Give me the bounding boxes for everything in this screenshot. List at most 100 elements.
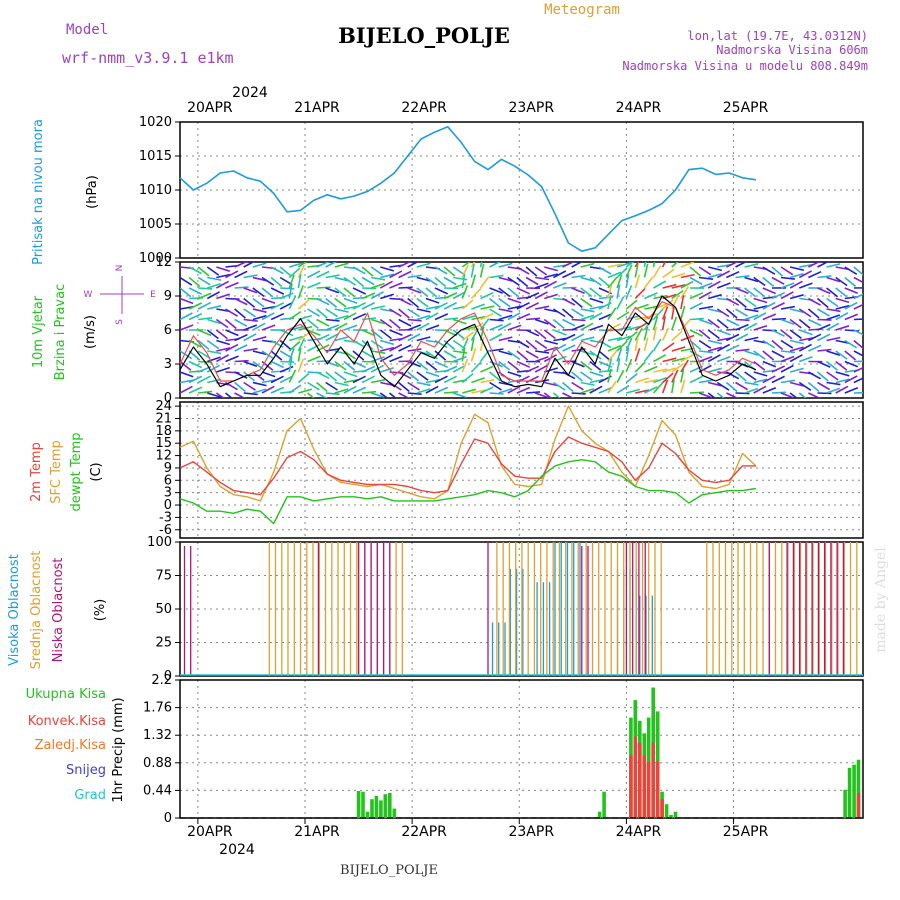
- wind-arrow: [470, 274, 477, 289]
- wind-arrow: [180, 385, 193, 394]
- wind-arrow: [625, 358, 633, 373]
- wind-arrow: [726, 333, 740, 342]
- wind-arrow: [398, 286, 413, 289]
- wind-arrow: [780, 339, 794, 349]
- wind-arrow: [607, 336, 622, 342]
- wind-arrow: [534, 339, 548, 349]
- wind-arrow: [498, 350, 513, 356]
- wind-arrow: [379, 280, 393, 289]
- total-precip-bar: [388, 792, 392, 818]
- wind-arrow: [826, 371, 839, 381]
- wind-arrow: [252, 322, 266, 331]
- wind-arrow: [625, 347, 630, 362]
- x-date-label-bottom: 20APR: [187, 824, 233, 840]
- total-precip-bar: [669, 814, 673, 818]
- wind-arrow: [434, 276, 447, 288]
- wind-arrow: [361, 350, 375, 359]
- wind-arrow: [180, 360, 192, 371]
- wind-arrow: [680, 379, 686, 394]
- wind-arrow: [625, 388, 641, 394]
- wind-arrow: [762, 313, 777, 321]
- wind-arrow: [534, 364, 548, 373]
- wind-arrow: [735, 287, 749, 295]
- wind-arrow: [644, 305, 659, 310]
- wind-arrow: [289, 262, 303, 268]
- wind-arrow: [243, 297, 256, 308]
- wind-arrow: [370, 364, 384, 373]
- wind-arrow: [443, 276, 457, 286]
- wind-arrow: [662, 372, 674, 384]
- temp2m-line: [179, 436, 756, 496]
- wind-arrow: [243, 308, 256, 318]
- wind-arrow: [798, 392, 807, 398]
- wind-arrow: [607, 358, 613, 373]
- wind-arrow: [389, 343, 403, 352]
- wind-arrow: [734, 371, 747, 382]
- wind-arrow: [352, 339, 366, 349]
- wind-arrow: [334, 336, 349, 342]
- wind-arrow: [461, 347, 466, 362]
- wind-arrow: [652, 326, 658, 341]
- wind-arrow: [288, 384, 302, 394]
- wind-arrow: [243, 360, 258, 368]
- wind-arrow: [689, 365, 704, 373]
- wind-arrow: [425, 287, 438, 298]
- wind-arrow: [634, 287, 646, 300]
- wind-arrow: [543, 329, 556, 340]
- wind-arrow: [661, 327, 670, 341]
- wind-arrow: [789, 318, 802, 329]
- wind-arrow: [762, 350, 775, 361]
- wind-arrow: [661, 306, 669, 320]
- wind-arrow: [288, 358, 293, 373]
- direction-n-label: N: [115, 265, 125, 272]
- wind-arrow: [325, 308, 338, 318]
- wind-arrow: [471, 389, 486, 394]
- wind-arrow: [826, 314, 841, 321]
- wind-arrow: [744, 336, 759, 342]
- total-precip-bar: [847, 767, 852, 818]
- wind-arrow: [434, 339, 448, 349]
- wind-arrow: [562, 270, 576, 279]
- wind-arrow: [307, 329, 321, 337]
- wind-arrow: [725, 308, 738, 319]
- wind-arrow: [744, 297, 757, 308]
- wind-unit: (m/s): [83, 315, 98, 349]
- wind-arrow: [689, 317, 704, 321]
- wind-arrow: [744, 371, 757, 381]
- wind-arrow: [416, 371, 429, 381]
- wind-arrow: [453, 350, 468, 354]
- wind-arrow: [653, 294, 668, 300]
- wind-arrow: [798, 308, 812, 318]
- wind-arrow: [452, 291, 466, 300]
- wind-arrow: [252, 308, 267, 313]
- wind-arrow: [862, 351, 863, 352]
- wind-arrow: [680, 295, 685, 310]
- wind-arrow: [288, 296, 297, 310]
- wind-arrow: [462, 314, 477, 321]
- wind-arrow: [589, 312, 603, 321]
- wind-arrow: [498, 297, 511, 308]
- wind-arrow: [216, 339, 231, 346]
- wind-arrow: [507, 312, 521, 321]
- wind-arrow: [835, 350, 848, 360]
- wind-arrow: [662, 357, 677, 363]
- wind-arrow: [526, 317, 541, 321]
- wind-arrow: [698, 392, 713, 398]
- wind-arrow: [407, 333, 421, 342]
- wind-arrow: [489, 297, 501, 309]
- wind-arrow: [389, 281, 403, 289]
- wind-arrow: [680, 359, 689, 373]
- panel-frame: [179, 121, 864, 259]
- wind-arrow: [580, 262, 595, 268]
- conv-precip-bar: [642, 755, 647, 818]
- conv-precip-bar: [655, 761, 660, 818]
- wind-arrow: [771, 291, 786, 300]
- wind-arrow: [735, 323, 749, 331]
- wind-arrow: [489, 392, 504, 395]
- wind-arrow: [234, 333, 248, 342]
- y-tick-label: 3: [164, 486, 172, 501]
- wind-arrow: [680, 273, 695, 279]
- wind-arrow: [480, 312, 494, 321]
- wind-arrow: [808, 270, 822, 279]
- wind-arrow: [589, 360, 602, 371]
